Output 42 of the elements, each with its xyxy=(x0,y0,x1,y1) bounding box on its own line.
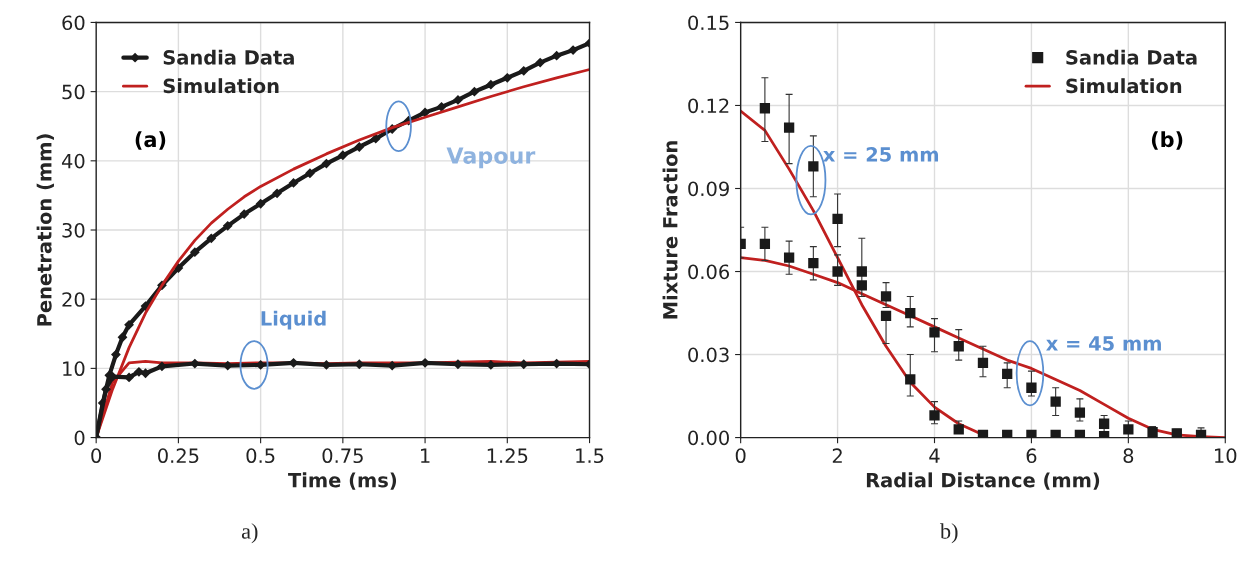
y-axis-title: Penetration (mm) xyxy=(36,134,54,326)
x-tick-label: 1 xyxy=(421,448,430,463)
x-tick-label: 6 xyxy=(1026,448,1037,464)
y-tick-label: 0.15 xyxy=(688,15,729,31)
y-tick-label: 10 xyxy=(63,361,85,377)
x-tick-label: 0.75 xyxy=(322,448,363,464)
legend-label: Simulation xyxy=(1066,78,1182,94)
y-tick-label: 0.06 xyxy=(688,264,730,280)
x-tick-label: 1.25 xyxy=(487,448,528,464)
y-tick-label: 0.12 xyxy=(688,98,729,114)
y-tick-label: 0.09 xyxy=(688,181,729,197)
annotation: x = 25 mm xyxy=(823,147,939,162)
y-tick-label: 0 xyxy=(74,430,85,446)
x-tick-label: 1.5 xyxy=(576,448,604,464)
y-tick-label: 0.00 xyxy=(688,430,729,446)
annotation: Liquid xyxy=(261,310,326,330)
text: a) xyxy=(241,523,258,544)
x-tick-label: 0 xyxy=(735,448,746,464)
annotation: (a) xyxy=(135,131,166,150)
y-tick-label: 60 xyxy=(62,15,85,31)
x-tick-label: 4 xyxy=(929,448,940,463)
x-tick-label: 0.5 xyxy=(246,448,275,464)
x-tick-label: 2 xyxy=(832,448,842,463)
text: b) xyxy=(939,523,958,544)
y-tick-label: 30 xyxy=(62,222,85,238)
y-tick-label: 0.03 xyxy=(688,347,729,363)
annotation: (b) xyxy=(1151,131,1183,150)
y-tick-label: 20 xyxy=(62,292,85,307)
y-tick-label: 50 xyxy=(62,84,85,100)
legend-label: Sandia Data xyxy=(1066,49,1197,65)
x-tick-label: 8 xyxy=(1123,448,1134,464)
x-tick-label: 0.25 xyxy=(158,448,199,464)
legend-label: Sandia Data xyxy=(163,49,294,65)
x-tick-label: 0 xyxy=(91,448,102,464)
annotation: Vapour xyxy=(446,147,536,169)
y-axis-title: Mixture Fraction xyxy=(662,141,678,319)
x-axis-title: Radial Distance (mm) xyxy=(866,472,1100,490)
annotation: x = 45 mm xyxy=(1046,336,1161,351)
legend-label: Simulation xyxy=(163,78,279,94)
x-tick-label: 10 xyxy=(1215,448,1237,464)
y-tick-label: 40 xyxy=(61,153,85,169)
x-axis-title: Time (ms) xyxy=(288,472,397,490)
